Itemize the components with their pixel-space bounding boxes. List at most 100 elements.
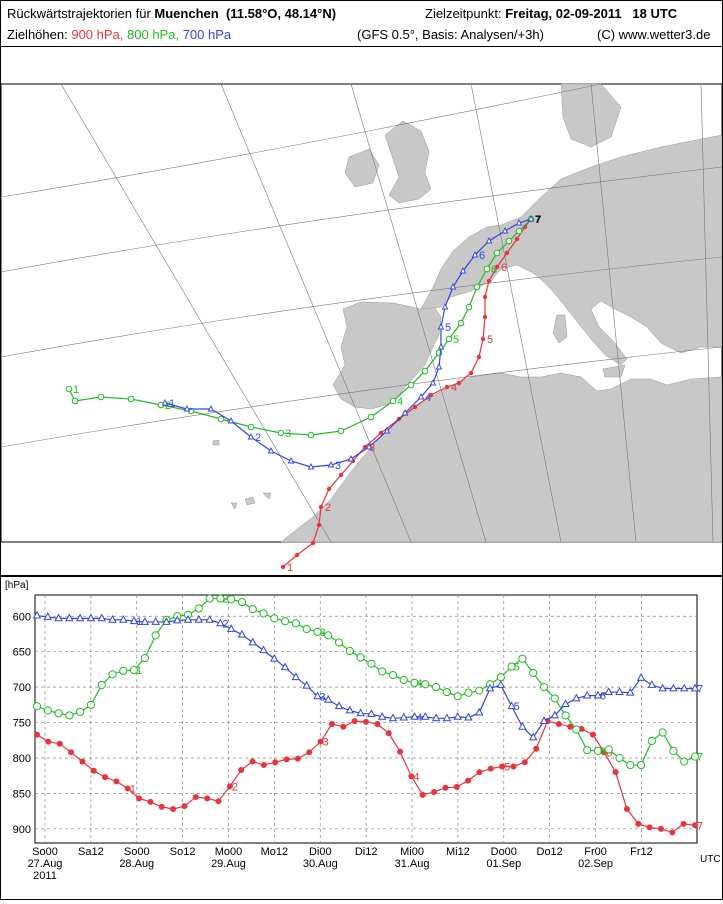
x-tick-date: 01.Sep [486,858,521,870]
data-point [522,759,528,765]
trajectory-point [506,238,512,244]
data-point [363,719,369,725]
data-point [141,654,148,661]
data-point [584,692,591,698]
trajectory-day-label: 7 [535,214,541,226]
data-point [159,804,165,810]
data-point [540,684,547,691]
x-tick-date: 28.Aug [119,858,154,870]
x-tick-date: 02.Sep [578,858,613,870]
chart-svg: [hPa] 123456712345671234567 600650700750… [1,577,722,899]
trajectory-point [319,505,323,509]
trajectory-point [487,279,491,283]
credit: (C) www.wetter3.de [597,27,710,42]
trajectory-day-label: 5 [445,322,451,334]
series-day-label: 1 [136,616,142,628]
data-point [152,632,159,639]
data-point [420,792,426,798]
series-day-label: 6 [600,746,606,758]
trajectory-point [295,553,299,557]
data-point [584,747,591,754]
x-tick-label: Di12 [355,846,378,858]
x-tick-date: 29.Aug [211,858,246,870]
series-day-label: 3 [319,691,325,703]
data-point [33,703,40,710]
target-line: Zielzeitpunkt: Freitag, 02-09-2011 18 UT… [425,6,677,21]
data-point [204,795,210,801]
trajectory-point [98,394,104,400]
trajectory-point [327,487,331,491]
data-point [465,689,472,696]
data-point [340,724,346,730]
data-point [476,769,482,775]
x-tick-year: 2011 [33,870,57,882]
data-point [681,685,688,691]
data-point [648,681,655,687]
data-point [637,761,644,768]
trajectory-day-label: 3 [285,428,291,440]
series-day-label: 7 [697,684,703,696]
data-point [352,718,358,724]
data-point [616,754,623,761]
trajectory-day-label: 1 [73,384,79,396]
data-point [681,821,687,827]
data-point [271,655,278,661]
series-layer: 123456712345671234567 [33,594,703,836]
data-point [497,674,504,681]
data-point [98,681,105,688]
data-point [336,702,343,708]
data-point [45,739,51,745]
data-point [335,639,342,646]
data-point [476,709,483,715]
x-tick-label: Mo12 [261,846,289,858]
city-name: Muenchen [154,6,218,21]
trajectory-point [72,398,78,404]
data-point [250,759,256,765]
data-point [87,701,94,708]
data-point [573,726,580,733]
trajectory-point [445,385,449,389]
data-point [91,768,97,774]
data-point [249,639,256,645]
x-tick-label: Mi00 [400,846,424,858]
data-point [433,684,440,691]
data-point [303,625,310,632]
series-day-label: 5 [504,761,510,773]
data-point [454,693,461,700]
trajectory-point [469,371,473,375]
data-point [238,598,245,605]
data-point [228,596,235,603]
trajectory-point [413,405,417,409]
trajectory-day-label: 5 [487,334,493,346]
data-point [443,688,450,695]
data-point [77,615,84,621]
data-point [605,688,612,694]
series-day-label: 2 [232,781,238,793]
trajectory-point [308,432,314,438]
series-day-label: 6 [600,691,606,703]
data-point [442,785,448,791]
trajectory-point [446,336,452,342]
data-point [34,732,40,738]
data-point [613,769,619,775]
data-point [454,784,460,790]
trajectory-day-label: 3 [335,460,341,472]
map-svg: 123456712345671234567 [1,47,722,575]
trajectory-point [477,355,481,359]
y-axis-label: [hPa] [5,580,29,591]
x-tick-label: Do12 [537,846,563,858]
trajectory-point [338,428,344,434]
data-point [659,729,666,736]
data-point [68,749,74,755]
series-day-label: 4 [417,712,423,724]
trajectory-point [278,430,284,436]
data-point [195,616,202,622]
data-point [77,708,84,715]
data-point [497,681,504,687]
trajectory-point [505,251,509,255]
trajectory-day-label: 4 [397,396,403,408]
data-point [206,595,213,602]
data-point [389,671,396,678]
data-point [374,721,380,727]
data-point [556,721,562,727]
